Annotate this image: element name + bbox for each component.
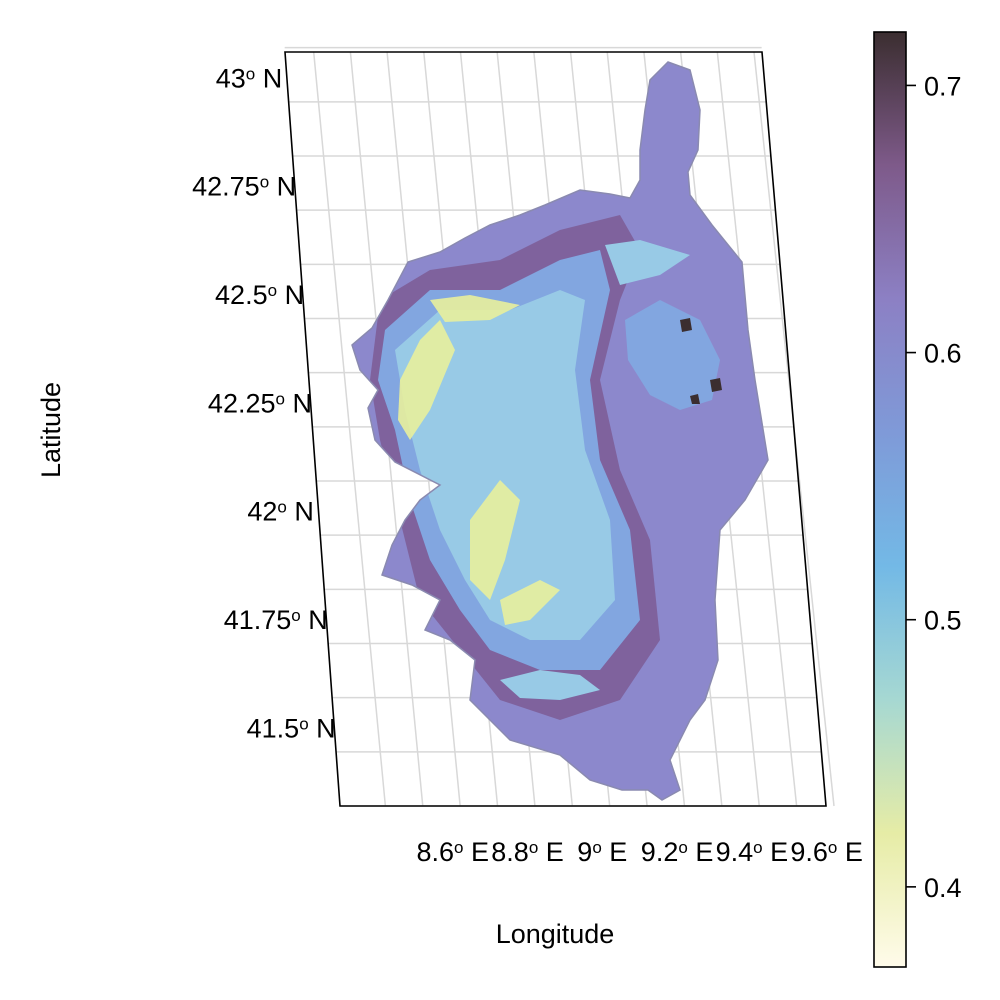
longitude-tick-label: 9o E <box>577 837 627 867</box>
colorbar-scale <box>873 31 907 968</box>
raster-peak-central <box>470 480 520 600</box>
coastline <box>351 61 769 801</box>
raster-peak-south <box>500 580 560 625</box>
longitude-tick-label: 9.2o E <box>641 837 714 867</box>
longitude-tick-label: 9.6o E <box>790 837 863 867</box>
raster-midland-n <box>605 240 690 285</box>
raster-dark-spots <box>680 318 722 404</box>
longitude-tick-label: 8.6o E <box>417 837 490 867</box>
colorbar-tick-label: 0.4 <box>924 873 962 903</box>
colorbar-tick-label: 0.6 <box>924 339 962 369</box>
y-axis-label: Latitude <box>36 382 66 478</box>
latitude-tick-label: 41.5o N <box>247 713 336 743</box>
longitude-tick-labels: 8.6o E 8.8o E 9o E 9.2o E 9.4o E 9.6o E <box>417 837 863 867</box>
raster-peak-north <box>430 295 520 322</box>
colorbar-ticks: 0.7 0.6 0.5 0.4 <box>906 71 962 903</box>
x-axis-label: Longitude <box>496 919 615 949</box>
colorbar: 0.7 0.6 0.5 0.4 <box>873 31 962 968</box>
latitude-tick-labels: 43o N 42.75o N 42.5o N 42.25o N 42o N 41.75o … <box>192 63 336 743</box>
latitude-tick-label: 42o N <box>247 497 314 527</box>
latitude-tick-label: 42.25o N <box>208 388 312 418</box>
longitude-tick-label: 8.8o E <box>491 837 564 867</box>
colorbar-tick-label: 0.5 <box>924 606 962 636</box>
graticule-meridian <box>312 51 387 807</box>
latitude-tick-label: 43o N <box>216 63 283 93</box>
colorbar-tick-label: 0.7 <box>924 71 962 101</box>
raster-peak-west <box>398 320 455 440</box>
raster-upland <box>395 290 615 640</box>
raster-upland-south <box>500 670 600 700</box>
raster-midland-ne <box>625 300 720 410</box>
corsica-raster <box>352 62 768 800</box>
map-panel <box>284 46 835 807</box>
longitude-tick-label: 9.4o E <box>716 837 789 867</box>
latitude-tick-label: 41.75o N <box>224 605 328 635</box>
latitude-tick-label: 42.75o N <box>192 172 296 202</box>
latitude-tick-label: 42.5o N <box>215 280 304 310</box>
map-frame <box>284 51 827 807</box>
